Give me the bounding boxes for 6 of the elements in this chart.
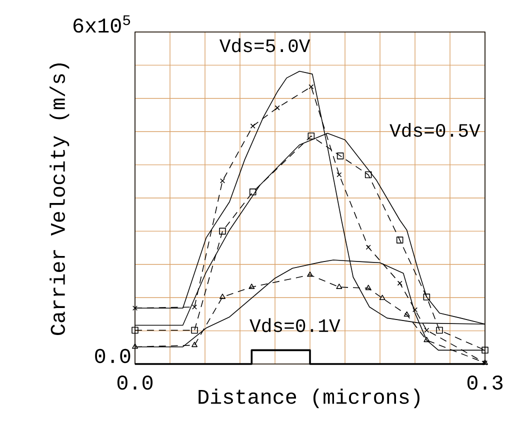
annotation: Vds=0.1V (250, 318, 340, 332)
y-tick-label: 6x10$^{5}$ (74, 15, 130, 33)
y-axis-title: Carrier Velocity (m/s) (50, 63, 70, 335)
x-axis-title: Distance (microns) (198, 388, 420, 408)
annotation: Vds=5.0V (220, 38, 310, 52)
x-tick-label: 0.3 (467, 376, 503, 390)
